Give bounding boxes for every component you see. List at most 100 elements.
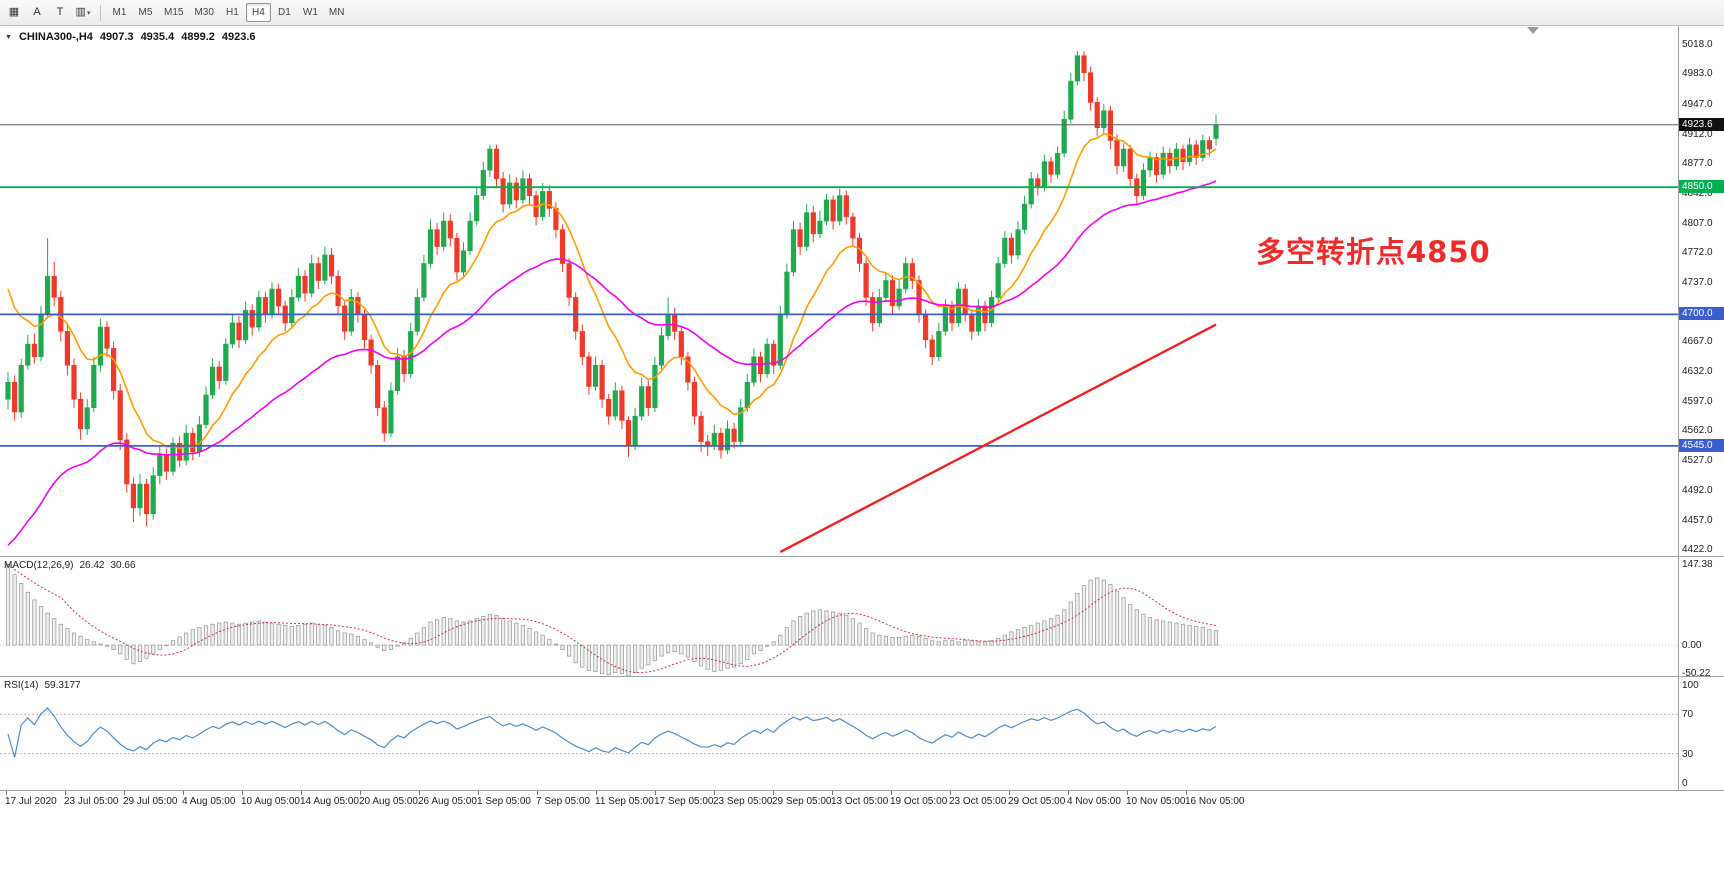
trendline: [779, 323, 1217, 553]
time-tick-label: 26 Aug 05:00: [418, 796, 477, 807]
time-tick-label: 29 Jul 05:00: [123, 796, 178, 807]
time-tick-label: 7 Sep 05:00: [536, 796, 590, 807]
open-value: 4907.3: [99, 31, 134, 43]
price-tick-label: 4912.0: [1682, 128, 1713, 140]
timeframe-button-m1[interactable]: M1: [107, 3, 132, 22]
price-tick-label: 4877.0: [1682, 158, 1713, 170]
price-tick-label: 4947.0: [1682, 98, 1713, 110]
time-tick: [950, 791, 951, 795]
macd-name: MACD(12,26,9): [4, 560, 74, 571]
rsi-panel[interactable]: RSI(14) 59.3177 100 70 30 0: [0, 677, 1724, 791]
macd-panel[interactable]: MACD(12,26,9) 26.42 30.66 147.38 0.00 -50.…: [0, 557, 1724, 677]
time-tick-label: 4 Nov 05:00: [1067, 796, 1121, 807]
time-tick: [1186, 791, 1187, 795]
time-tick: [65, 791, 66, 795]
timeframe-button-m30[interactable]: M30: [189, 3, 218, 22]
price-tick-label: 4562.0: [1682, 425, 1713, 437]
timeframe-group: M1 M5 M15 M30 H1 H4 D1 W1 MN: [107, 3, 349, 22]
price-tick-label: 5018.0: [1682, 38, 1713, 50]
text-annotation-tool-icon: A: [33, 6, 41, 18]
timeframe-button-d1[interactable]: D1: [272, 3, 297, 22]
price-level-badge: 4923.6: [1679, 117, 1724, 131]
price-tick-label: 4842.0: [1682, 187, 1713, 199]
time-tick-label: 23 Jul 05:00: [64, 796, 119, 807]
price-tick-label: 4667.0: [1682, 336, 1713, 348]
rsi-tick-label: 70: [1682, 709, 1694, 721]
time-tick: [478, 791, 479, 795]
time-tick: [891, 791, 892, 795]
macd-histogram: [5, 563, 1219, 676]
time-tick: [714, 791, 715, 795]
time-tick: [360, 791, 361, 795]
macd-tick-label: 0.00: [1682, 640, 1702, 652]
low-value: 4899.2: [181, 31, 215, 43]
indicators-menu[interactable]: ▥ ▾: [72, 3, 94, 23]
rsi-plot[interactable]: [0, 677, 1678, 791]
drawing-tools-group: ▦ A T ▥ ▾: [3, 3, 94, 23]
time-tick-label: 4 Aug 05:00: [182, 796, 236, 807]
timeframe-button-h1[interactable]: H1: [220, 3, 245, 22]
price-level-badge: 4545.0: [1679, 438, 1724, 452]
time-tick: [655, 791, 656, 795]
macd-plot[interactable]: [0, 557, 1678, 677]
time-tick-label: 11 Sep 05:00: [595, 796, 654, 807]
time-tick-label: 23 Oct 05:00: [949, 796, 1007, 807]
toolbar-separator: [100, 4, 101, 21]
symbol-ohlc-info: ▼ CHINA300-,H4 4907.3 4935.4 4899.2 4923…: [5, 31, 256, 43]
chart-window-tool[interactable]: ▦: [3, 3, 25, 23]
time-tick: [773, 791, 774, 795]
price-tick-label: 4737.0: [1682, 277, 1713, 289]
timeframe-button-w1[interactable]: W1: [298, 3, 323, 22]
price-tick-label: 4772.0: [1682, 247, 1713, 259]
rsi-tick-label: 100: [1682, 680, 1699, 691]
macd-signal-value: 30.66: [110, 560, 136, 571]
rsi-tick-label: 0: [1682, 778, 1688, 789]
price-tick-label: 4807.0: [1682, 217, 1713, 229]
time-tick-label: 19 Oct 05:00: [890, 796, 948, 807]
time-tick-label: 10 Nov 05:00: [1126, 796, 1186, 807]
time-tick-label: 10 Aug 05:00: [241, 796, 300, 807]
price-tick-label: 4983.0: [1682, 68, 1713, 80]
price-level-badge: 4700.0: [1679, 307, 1724, 321]
level-lines-layer: [0, 124, 1678, 447]
candles-layer: [5, 51, 1219, 527]
price-tick-label: 4492.0: [1682, 484, 1713, 496]
text-label-tool[interactable]: T: [49, 3, 71, 23]
time-tick-label: 23 Sep 05:00: [713, 796, 773, 807]
rsi-axis: 100 70 30 0: [1678, 677, 1724, 790]
price-annotation-text: 多空转折点4850: [1256, 235, 1491, 269]
time-tick: [242, 791, 243, 795]
macd-signal-line: [7, 563, 1217, 674]
time-tick: [183, 791, 184, 795]
rsi-name: RSI(14): [4, 680, 39, 691]
main-chart-panel[interactable]: ▼ CHINA300-,H4 4907.3 4935.4 4899.2 4923…: [0, 26, 1724, 557]
time-tick: [6, 791, 7, 795]
expand-icon[interactable]: ▼: [5, 33, 12, 41]
timeframe-button-m15[interactable]: M15: [159, 3, 188, 22]
time-tick-label: 29 Sep 05:00: [772, 796, 832, 807]
chart-shift-marker: [1527, 27, 1539, 34]
high-value: 4935.4: [140, 31, 175, 43]
timeframe-button-m5[interactable]: M5: [133, 3, 158, 22]
time-tick: [596, 791, 597, 795]
timeframe-button-h4[interactable]: H4: [245, 3, 271, 22]
time-tick-label: 16 Nov 05:00: [1185, 796, 1245, 807]
time-tick: [832, 791, 833, 795]
timeframe-button-mn[interactable]: MN: [324, 3, 350, 22]
text-annotation-tool[interactable]: A: [26, 3, 48, 23]
symbol-name: CHINA300-,H4: [18, 31, 93, 43]
time-tick: [1009, 791, 1010, 795]
candlestick-plot[interactable]: [0, 26, 1678, 557]
time-tick-label: 29 Oct 05:00: [1008, 796, 1066, 807]
time-tick: [419, 791, 420, 795]
price-tick-label: 4422.0: [1682, 544, 1713, 556]
price-level-badge: 4850.0: [1679, 180, 1724, 194]
time-axis[interactable]: 17 Jul 2020 23 Jul 05:00 29 Jul 05:00 4 Aug…: [0, 791, 1724, 813]
time-tick-label: 17 Sep 05:00: [654, 796, 714, 807]
time-tick-label: 20 Aug 05:00: [359, 796, 418, 807]
indicators-menu-icon: ▥: [75, 6, 86, 18]
time-tick: [124, 791, 125, 795]
rsi-value: 59.3177: [44, 680, 81, 691]
macd-tick-label: -50.22: [1682, 667, 1711, 677]
chart-window-tool-icon: ▦: [8, 6, 20, 18]
